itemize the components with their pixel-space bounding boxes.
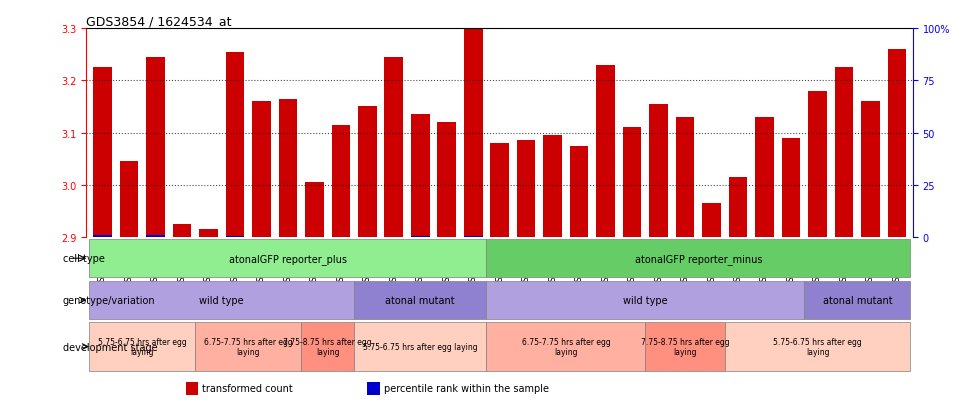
Bar [173, 225, 191, 238]
FancyBboxPatch shape [89, 282, 354, 319]
Bar [543, 136, 562, 238]
Text: 5.75-6.75 hrs after egg
laying: 5.75-6.75 hrs after egg laying [774, 337, 862, 356]
Text: atonalGFP reporter_minus: atonalGFP reporter_minus [634, 253, 762, 264]
Bar [279, 100, 297, 238]
Bar [755, 118, 774, 238]
Bar [676, 237, 695, 238]
Bar [808, 237, 826, 238]
Bar [650, 237, 668, 238]
Bar [358, 237, 377, 238]
Text: 7.75-8.75 hrs after egg
laying: 7.75-8.75 hrs after egg laying [283, 337, 372, 356]
Bar [252, 237, 271, 238]
Bar [490, 144, 509, 238]
Bar [835, 68, 853, 238]
FancyBboxPatch shape [301, 322, 354, 371]
FancyBboxPatch shape [89, 322, 195, 371]
Bar [570, 146, 588, 238]
Bar [305, 183, 324, 238]
FancyBboxPatch shape [354, 282, 486, 319]
Bar [305, 237, 324, 238]
Text: 6.75-7.75 hrs after egg
laying: 6.75-7.75 hrs after egg laying [522, 337, 610, 356]
Text: GDS3854 / 1624534_at: GDS3854 / 1624534_at [86, 15, 232, 28]
Bar [676, 118, 695, 238]
Text: wild type: wild type [623, 295, 668, 305]
Bar [146, 235, 164, 238]
Bar [199, 237, 217, 238]
Text: 5.75-6.75 hrs after egg laying: 5.75-6.75 hrs after egg laying [363, 342, 478, 351]
Bar [332, 126, 350, 238]
Bar [367, 382, 380, 395]
Bar [226, 237, 244, 238]
Text: transformed count: transformed count [202, 384, 293, 394]
Text: cell type: cell type [62, 254, 105, 263]
Bar [702, 204, 721, 238]
Bar [384, 237, 403, 238]
Bar [252, 102, 271, 238]
Text: percentile rank within the sample: percentile rank within the sample [384, 384, 549, 394]
Text: wild type: wild type [199, 295, 244, 305]
Bar [597, 65, 615, 238]
Bar [517, 237, 535, 238]
Text: 5.75-6.75 hrs after egg
laying: 5.75-6.75 hrs after egg laying [98, 337, 186, 356]
Bar [597, 237, 615, 238]
Bar [199, 230, 217, 238]
Bar [146, 58, 164, 238]
Bar [93, 235, 111, 238]
FancyBboxPatch shape [646, 322, 725, 371]
Text: atonal mutant: atonal mutant [823, 295, 892, 305]
Bar [755, 237, 774, 238]
FancyBboxPatch shape [804, 282, 910, 319]
Text: development stage: development stage [62, 342, 158, 352]
Bar [861, 102, 880, 238]
FancyBboxPatch shape [486, 240, 910, 278]
Bar [728, 178, 748, 238]
Bar [888, 50, 906, 238]
Bar [464, 236, 482, 238]
Bar [888, 237, 906, 238]
FancyBboxPatch shape [725, 322, 910, 371]
Bar [650, 104, 668, 238]
Bar [623, 237, 641, 238]
FancyBboxPatch shape [195, 322, 301, 371]
Bar [490, 237, 509, 238]
Bar [543, 237, 562, 238]
Bar [437, 123, 456, 238]
Bar [279, 237, 297, 238]
Bar [623, 128, 641, 238]
FancyBboxPatch shape [354, 322, 486, 371]
Text: 6.75-7.75 hrs after egg
laying: 6.75-7.75 hrs after egg laying [204, 337, 292, 356]
Bar [93, 68, 111, 238]
Bar [411, 237, 430, 238]
Bar [808, 92, 826, 238]
Text: atonal mutant: atonal mutant [385, 295, 456, 305]
Bar [437, 237, 456, 238]
Bar [226, 52, 244, 238]
Text: 7.75-8.75 hrs after egg
laying: 7.75-8.75 hrs after egg laying [641, 337, 729, 356]
Bar [119, 162, 138, 238]
Bar [517, 141, 535, 238]
Bar [411, 115, 430, 238]
FancyBboxPatch shape [486, 282, 804, 319]
FancyBboxPatch shape [486, 322, 646, 371]
Text: genotype/variation: genotype/variation [62, 295, 156, 305]
Bar [332, 237, 350, 238]
Bar [358, 107, 377, 238]
Bar [384, 58, 403, 238]
Bar [464, 29, 482, 238]
Bar [782, 138, 801, 238]
FancyBboxPatch shape [89, 240, 486, 278]
Bar [570, 237, 588, 238]
Text: atonalGFP reporter_plus: atonalGFP reporter_plus [229, 253, 347, 264]
Bar [835, 237, 853, 238]
Bar [185, 382, 198, 395]
